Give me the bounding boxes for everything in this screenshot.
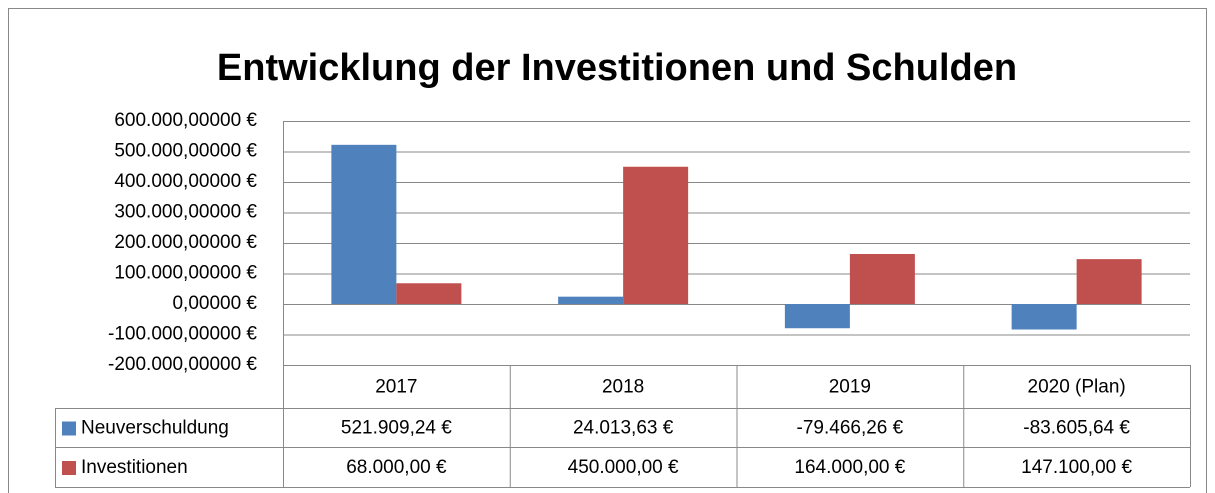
- bar: [1076, 259, 1142, 304]
- legend-key: [62, 461, 76, 475]
- x-tick-label: 2018: [602, 377, 644, 398]
- x-tick-label: 2020 (Plan): [1028, 377, 1126, 398]
- bar: [849, 253, 915, 304]
- data-table-value: 450.000,00 €: [568, 457, 679, 478]
- y-tick-label: -100.000,00000 €: [108, 324, 257, 345]
- bar: [558, 296, 624, 304]
- data-table-value: 521.909,24 €: [341, 418, 452, 439]
- y-tick-label: 0,00000 €: [172, 293, 257, 314]
- bar: [331, 144, 397, 304]
- legend-key: [62, 421, 76, 436]
- bar: [396, 283, 462, 304]
- legend-label: Neuverschuldung: [81, 418, 229, 439]
- chart-title: Entwicklung der Investitionen und Schuld…: [217, 47, 1017, 89]
- y-tick-label: 100.000,00000 €: [114, 263, 257, 284]
- data-table-value: 68.000,00 €: [346, 457, 447, 478]
- bar: [623, 166, 689, 304]
- data-table-value: 164.000,00 €: [794, 457, 905, 478]
- y-tick-label: 200.000,00000 €: [114, 232, 257, 253]
- data-table-value: 147.100,00 €: [1021, 457, 1132, 478]
- data-table-value: 24.013,63 €: [573, 418, 674, 439]
- y-tick-label: 600.000,00000 €: [114, 110, 257, 131]
- y-tick-label: 300.000,00000 €: [114, 202, 257, 223]
- chart-border: [8, 8, 1207, 493]
- bar: [784, 304, 850, 329]
- x-tick-label: 2019: [829, 377, 871, 398]
- legend-label: Investitionen: [81, 457, 188, 478]
- y-tick-label: 500.000,00000 €: [114, 141, 257, 162]
- bar: [1011, 304, 1077, 330]
- data-table-value: -79.466,26 €: [797, 418, 904, 439]
- x-tick-label: 2017: [375, 377, 417, 398]
- y-tick-label: 400.000,00000 €: [114, 171, 257, 192]
- data-table-value: -83.605,64 €: [1023, 418, 1130, 439]
- y-tick-label: -200.000,00000 €: [108, 354, 257, 375]
